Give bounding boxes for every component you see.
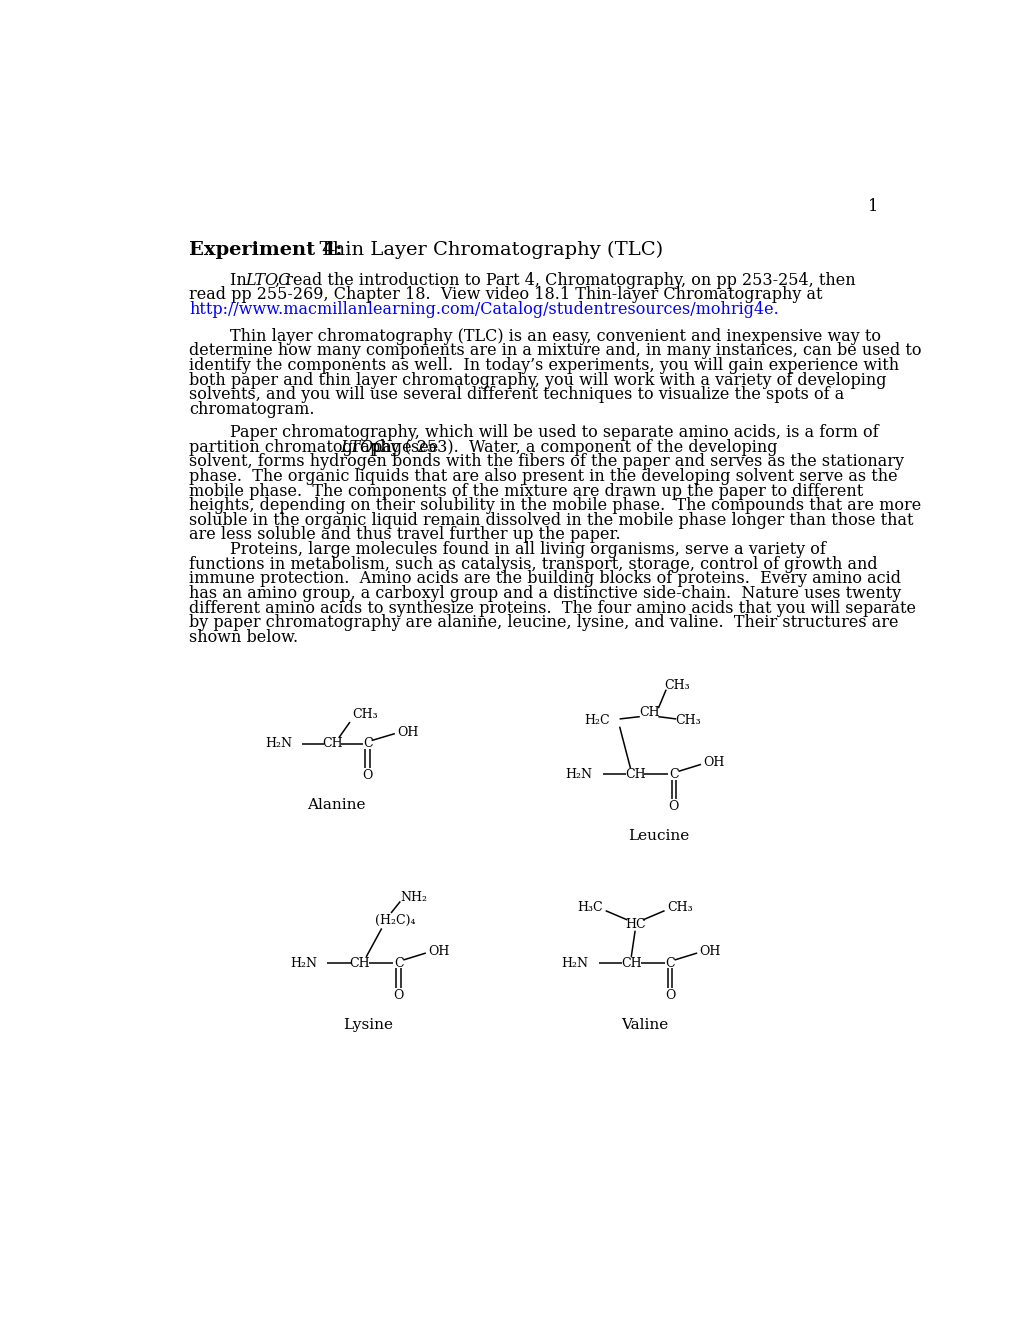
Text: CH: CH (638, 706, 658, 719)
Text: O: O (362, 770, 373, 783)
Text: soluble in the organic liquid remain dissolved in the mobile phase longer than t: soluble in the organic liquid remain dis… (190, 512, 913, 529)
Text: CH: CH (322, 737, 342, 750)
Text: H₂N: H₂N (565, 768, 592, 781)
Text: LTOC: LTOC (339, 438, 385, 455)
Text: read pp 255-269, Chapter 18.  View video 18.1 Thin-layer Chromatography at: read pp 255-269, Chapter 18. View video … (190, 286, 822, 304)
Text: Lysine: Lysine (342, 1018, 392, 1032)
Text: CH: CH (350, 957, 370, 970)
Text: LTOC: LTOC (245, 272, 290, 289)
Text: O: O (393, 989, 404, 1002)
Text: solvent, forms hydrogen bonds with the fibers of the paper and serves as the sta: solvent, forms hydrogen bonds with the f… (190, 453, 904, 470)
Text: In: In (190, 272, 252, 289)
Text: CH₃: CH₃ (664, 680, 690, 693)
Text: CH₃: CH₃ (667, 902, 693, 915)
Text: determine how many components are in a mixture and, in many instances, can be us: determine how many components are in a m… (190, 342, 921, 359)
Text: phase.  The organic liquids that are also present in the developing solvent serv: phase. The organic liquids that are also… (190, 469, 898, 484)
Text: partition chromatography (see: partition chromatography (see (190, 438, 443, 455)
Text: OH: OH (699, 945, 720, 958)
Text: CH₃: CH₃ (675, 714, 700, 727)
Text: C: C (664, 957, 675, 970)
Text: CH: CH (625, 768, 645, 781)
Text: Alanine: Alanine (307, 799, 366, 812)
Text: Valine: Valine (621, 1018, 668, 1032)
Text: C: C (668, 768, 678, 781)
Text: Proteins, large molecules found in all living organisms, serve a variety of: Proteins, large molecules found in all l… (190, 541, 825, 558)
Text: H₂N: H₂N (561, 957, 588, 970)
Text: immune protection.  Amino acids are the building blocks of proteins.  Every amin: immune protection. Amino acids are the b… (190, 570, 901, 587)
Text: has an amino group, a carboxyl group and a distinctive side-chain.  Nature uses : has an amino group, a carboxyl group and… (190, 585, 901, 602)
Text: HC: HC (625, 917, 645, 931)
Text: H₂C: H₂C (584, 714, 609, 727)
Text: Thin Layer Chromatography (TLC): Thin Layer Chromatography (TLC) (307, 240, 662, 259)
Text: by paper chromatography are alanine, leucine, lysine, and valine.  Their structu: by paper chromatography are alanine, leu… (190, 614, 898, 631)
Text: page 253).  Water, a component of the developing: page 253). Water, a component of the dev… (367, 438, 776, 455)
Text: both paper and thin layer chromatography, you will work with a variety of develo: both paper and thin layer chromatography… (190, 372, 887, 388)
Text: solvents, and you will use several different techniques to visualize the spots o: solvents, and you will use several diffe… (190, 387, 844, 404)
Text: Experiment 4:: Experiment 4: (190, 240, 342, 259)
Text: C: C (393, 957, 404, 970)
Text: NH₂: NH₂ (399, 891, 427, 904)
Text: mobile phase.  The components of the mixture are drawn up the paper to different: mobile phase. The components of the mixt… (190, 483, 863, 499)
Text: OH: OH (428, 945, 449, 958)
Text: O: O (668, 800, 679, 813)
Text: functions in metabolism, such as catalysis, transport, storage, control of growt: functions in metabolism, such as catalys… (190, 556, 877, 573)
Text: CH₃: CH₃ (352, 708, 377, 721)
Text: CH: CH (621, 957, 641, 970)
Text: OH: OH (703, 756, 723, 770)
Text: Paper chromatography, which will be used to separate amino acids, is a form of: Paper chromatography, which will be used… (190, 424, 878, 441)
Text: http://www.macmillanlearning.com/Catalog/studentresources/mohrig4e.: http://www.macmillanlearning.com/Catalog… (190, 301, 779, 318)
Text: O: O (664, 989, 675, 1002)
Text: H₂N: H₂N (265, 737, 292, 750)
Text: identify the components as well.  In today’s experiments, you will gain experien: identify the components as well. In toda… (190, 358, 899, 374)
Text: Thin layer chromatography (TLC) is an easy, convenient and inexpensive way to: Thin layer chromatography (TLC) is an ea… (190, 327, 880, 345)
Text: shown below.: shown below. (190, 628, 299, 645)
Text: OH: OH (396, 726, 418, 739)
Text: , read the introduction to Part 4, Chromatography, on pp 253-254, then: , read the introduction to Part 4, Chrom… (274, 272, 855, 289)
Text: are less soluble and thus travel further up the paper.: are less soluble and thus travel further… (190, 527, 621, 544)
Text: H₂N: H₂N (290, 957, 317, 970)
Text: chromatogram.: chromatogram. (190, 401, 315, 418)
Text: C: C (363, 737, 372, 750)
Text: (H₂C)₄: (H₂C)₄ (375, 915, 416, 927)
Text: H₃C: H₃C (577, 902, 602, 915)
Text: different amino acids to synthesize proteins.  The four amino acids that you wil: different amino acids to synthesize prot… (190, 599, 916, 616)
Text: heights, depending on their solubility in the mobile phase.  The compounds that : heights, depending on their solubility i… (190, 498, 921, 515)
Text: 1: 1 (867, 198, 877, 215)
Text: Leucine: Leucine (627, 829, 688, 843)
